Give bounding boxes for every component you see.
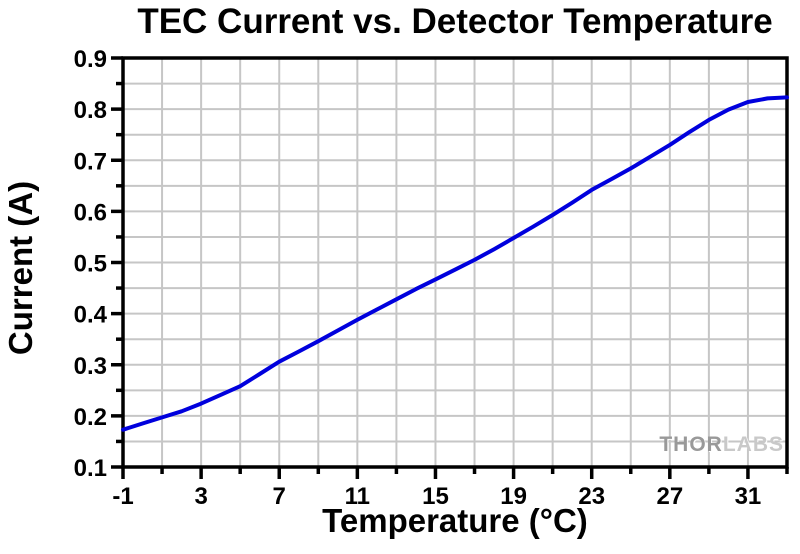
x-axis-label: Temperature (°C) (322, 502, 588, 539)
x-tick-label: 23 (578, 483, 605, 510)
y-axis-label: Current (A) (2, 180, 39, 356)
chart-title: TEC Current vs. Detector Temperature (137, 2, 773, 41)
y-tick-label: 0.4 (74, 302, 108, 329)
x-tick-label: 19 (500, 483, 527, 510)
x-tick-label: 31 (735, 483, 762, 510)
axis-ticks (111, 56, 789, 479)
x-tick-labels: -1 3 7 11 15 19 23 27 31 (112, 483, 761, 510)
x-tick-label: 3 (194, 483, 207, 510)
y-tick-label: 0.6 (74, 199, 107, 226)
data-line-tec-current (121, 95, 789, 432)
y-tick-label: 0.1 (74, 455, 107, 482)
plot-border (121, 56, 789, 469)
y-tick-label: 0.5 (74, 251, 107, 278)
gridlines (123, 58, 787, 467)
watermark-labs: LABS (722, 433, 784, 456)
x-tick-label: 15 (422, 483, 449, 510)
thorlabs-watermark: THORLABS (659, 433, 784, 457)
y-tick-label: 0.9 (74, 46, 107, 73)
y-tick-label: 0.2 (74, 404, 107, 431)
x-tick-label: -1 (112, 483, 133, 510)
x-tick-label: 11 (345, 483, 370, 510)
y-tick-labels: 0.1 0.2 0.3 0.4 0.5 0.6 0.7 0.8 0.9 (74, 46, 108, 482)
watermark-thor: THOR (659, 433, 723, 456)
y-tick-label: 0.3 (74, 353, 107, 380)
y-tick-label: 0.7 (74, 148, 107, 175)
x-tick-label: 27 (656, 483, 683, 510)
y-tick-label: 0.8 (74, 97, 107, 124)
x-tick-label: 7 (273, 483, 286, 510)
